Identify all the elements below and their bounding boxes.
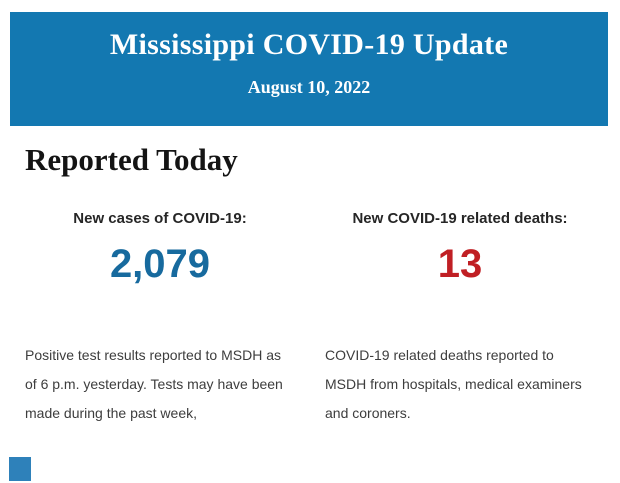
header-banner: Mississippi COVID-19 Update August 10, 2… (10, 12, 608, 126)
new-deaths-description: COVID-19 related deaths reported to MSDH… (325, 347, 582, 421)
stat-new-deaths: New COVID-19 related deaths: 13 COVID-19… (325, 210, 595, 428)
new-cases-description: Positive test results reported to MSDH a… (25, 347, 283, 421)
partial-next-section-square (9, 457, 31, 481)
new-deaths-value: 13 (437, 242, 483, 286)
stats-columns: New cases of COVID-19: 2,079 Positive te… (25, 210, 595, 428)
report-date: August 10, 2022 (247, 77, 371, 97)
section-heading-reported-today: Reported Today (25, 142, 238, 177)
new-cases-value: 2,079 (109, 242, 211, 286)
page-title: Mississippi COVID-19 Update (109, 28, 509, 61)
stat-new-cases: New cases of COVID-19: 2,079 Positive te… (25, 210, 295, 428)
new-cases-label: New cases of COVID-19: (73, 210, 247, 227)
new-deaths-label: New COVID-19 related deaths: (352, 210, 568, 227)
